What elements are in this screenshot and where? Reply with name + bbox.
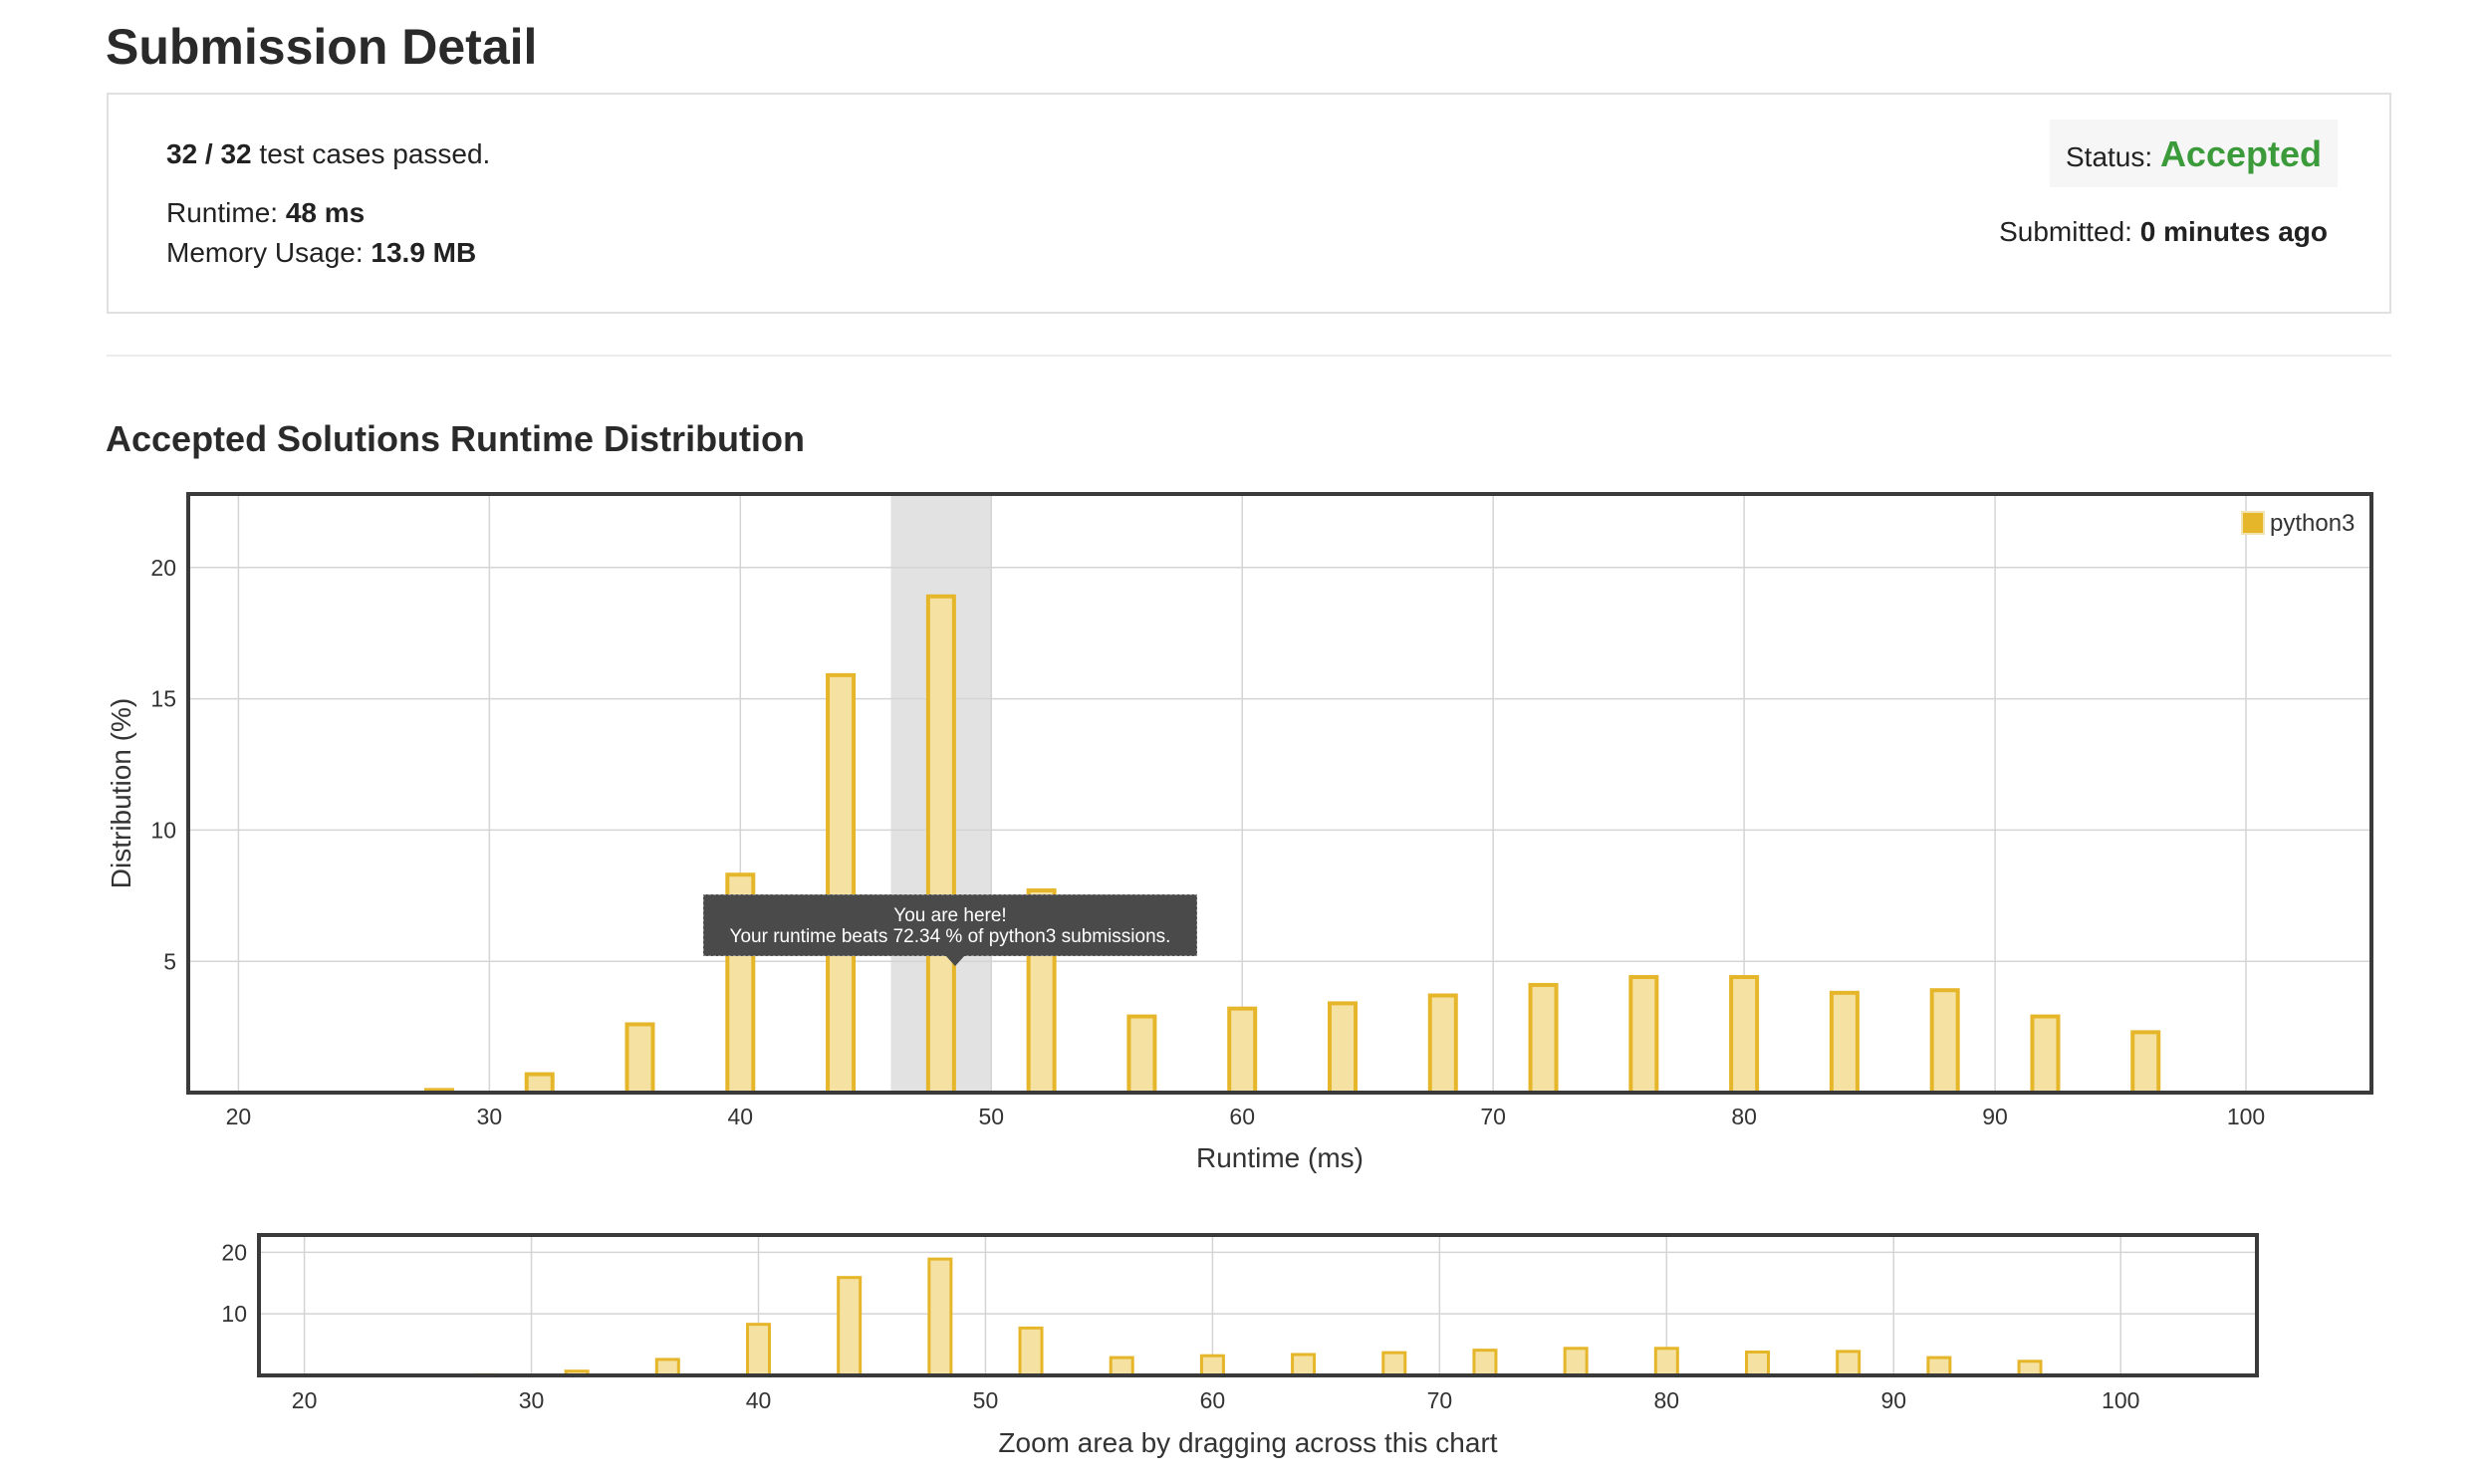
legend-swatch xyxy=(2241,511,2265,535)
bar xyxy=(1291,1353,1317,1377)
x-tick-label: 50 xyxy=(973,1387,999,1413)
plot-frame xyxy=(257,1233,2259,1377)
bar xyxy=(2017,1360,2043,1377)
tooltip-arrow xyxy=(945,955,965,966)
x-tick-label: 70 xyxy=(1480,1104,1506,1129)
status-label: Status: xyxy=(2066,141,2160,172)
y-tick-label: 20 xyxy=(221,1239,247,1265)
bar xyxy=(2130,1030,2161,1095)
memory-label: Memory Usage: xyxy=(166,237,372,268)
plot-frame xyxy=(186,492,2373,1095)
x-tick-label: 70 xyxy=(1427,1387,1453,1413)
runtime-line: Runtime: 48 ms xyxy=(166,197,365,229)
bar xyxy=(1427,993,1458,1095)
bar xyxy=(1109,1356,1134,1377)
x-tick-label: 50 xyxy=(978,1104,1004,1129)
test-cases-line: 32 / 32 test cases passed. xyxy=(166,138,490,170)
tooltip-text: Your runtime beats 72.34 % of python3 su… xyxy=(729,926,1171,947)
legend-label: python3 xyxy=(2270,510,2355,537)
x-tick-label: 60 xyxy=(1200,1387,1226,1413)
x-tick-label: 100 xyxy=(2227,1104,2265,1129)
bar xyxy=(1528,982,1559,1095)
bar xyxy=(2030,1014,2061,1095)
tests-passed-count: 32 / 32 xyxy=(166,138,252,169)
submission-summary: 32 / 32 test cases passed. Runtime: 48 m… xyxy=(107,93,2391,314)
x-tick-label: 20 xyxy=(292,1387,318,1413)
memory-value: 13.9 MB xyxy=(371,237,477,268)
runtime-tooltip: You are here! Your runtime beats 72.34 %… xyxy=(703,894,1197,966)
bar xyxy=(1563,1347,1589,1377)
submitted-value: 0 minutes ago xyxy=(2139,216,2328,247)
x-tick-label: 90 xyxy=(1880,1387,1906,1413)
x-tick-label: 80 xyxy=(1731,1104,1757,1129)
bar xyxy=(837,1276,863,1377)
bar xyxy=(473,1372,499,1377)
divider xyxy=(107,355,2391,357)
bar xyxy=(925,594,956,1095)
status-badge: Status: Accepted xyxy=(2050,120,2338,187)
submitted-label: Submitted: xyxy=(1999,216,2140,247)
x-axis-label: Runtime (ms) xyxy=(1196,1142,1364,1173)
x-tick-label: 90 xyxy=(1982,1104,2008,1129)
submitted-line: Submitted: 0 minutes ago xyxy=(1999,216,2328,248)
bar xyxy=(564,1369,590,1377)
bar xyxy=(1929,988,1960,1096)
bar xyxy=(1126,1014,1157,1095)
x-tick-label: 30 xyxy=(477,1104,503,1129)
bar xyxy=(1745,1351,1770,1377)
tooltip-title: You are here! xyxy=(893,905,1007,926)
bar xyxy=(1472,1349,1498,1377)
navigator-caption: Zoom area by dragging across this chart xyxy=(998,1427,1497,1458)
y-tick-label: 10 xyxy=(150,817,176,843)
y-axis-label: Distribution (%) xyxy=(106,698,136,888)
runtime-distribution-chart[interactable]: 20 30 40 50 60 70 80 90 100 5 10 15 20 Runtime (ms) Di… xyxy=(0,0,2484,1195)
tests-passed-label: test cases passed. xyxy=(251,138,491,169)
memory-line: Memory Usage: 13.9 MB xyxy=(166,237,476,269)
section-title: Accepted Solutions Runtime Distribution xyxy=(106,418,806,459)
bar xyxy=(1381,1351,1407,1377)
y-tick-label: 10 xyxy=(221,1301,247,1327)
x-tick-label: 40 xyxy=(746,1387,772,1413)
x-tick-label: 80 xyxy=(1654,1387,1680,1413)
bar xyxy=(1729,975,1760,1095)
runtime-value: 48 ms xyxy=(285,197,366,228)
bar xyxy=(524,1072,555,1095)
y-tick-label: 5 xyxy=(163,948,176,974)
x-tick-label: 100 xyxy=(2102,1387,2139,1413)
bar xyxy=(1227,1006,1258,1095)
bar xyxy=(826,672,857,1095)
bar xyxy=(746,1323,771,1377)
bar xyxy=(1829,990,1860,1095)
x-tick-label: 30 xyxy=(519,1387,545,1413)
bar xyxy=(1653,1347,1679,1377)
x-tick-label: 60 xyxy=(1229,1104,1255,1129)
page-title: Submission Detail xyxy=(106,19,538,75)
x-tick-label: 20 xyxy=(226,1104,252,1129)
bar xyxy=(1836,1350,1862,1377)
bar xyxy=(1327,1001,1358,1096)
bar xyxy=(654,1358,680,1377)
bar xyxy=(1926,1356,1952,1377)
x-tick-label: 40 xyxy=(728,1104,754,1129)
status-value[interactable]: Accepted xyxy=(2159,133,2322,174)
y-tick-label: 15 xyxy=(150,686,176,712)
bar xyxy=(1199,1354,1225,1377)
y-tick-label: 20 xyxy=(150,555,176,581)
bar xyxy=(1018,1326,1044,1377)
runtime-label: Runtime: xyxy=(166,197,286,228)
bar xyxy=(624,1022,655,1096)
bar xyxy=(1628,975,1659,1095)
bar xyxy=(927,1257,953,1377)
